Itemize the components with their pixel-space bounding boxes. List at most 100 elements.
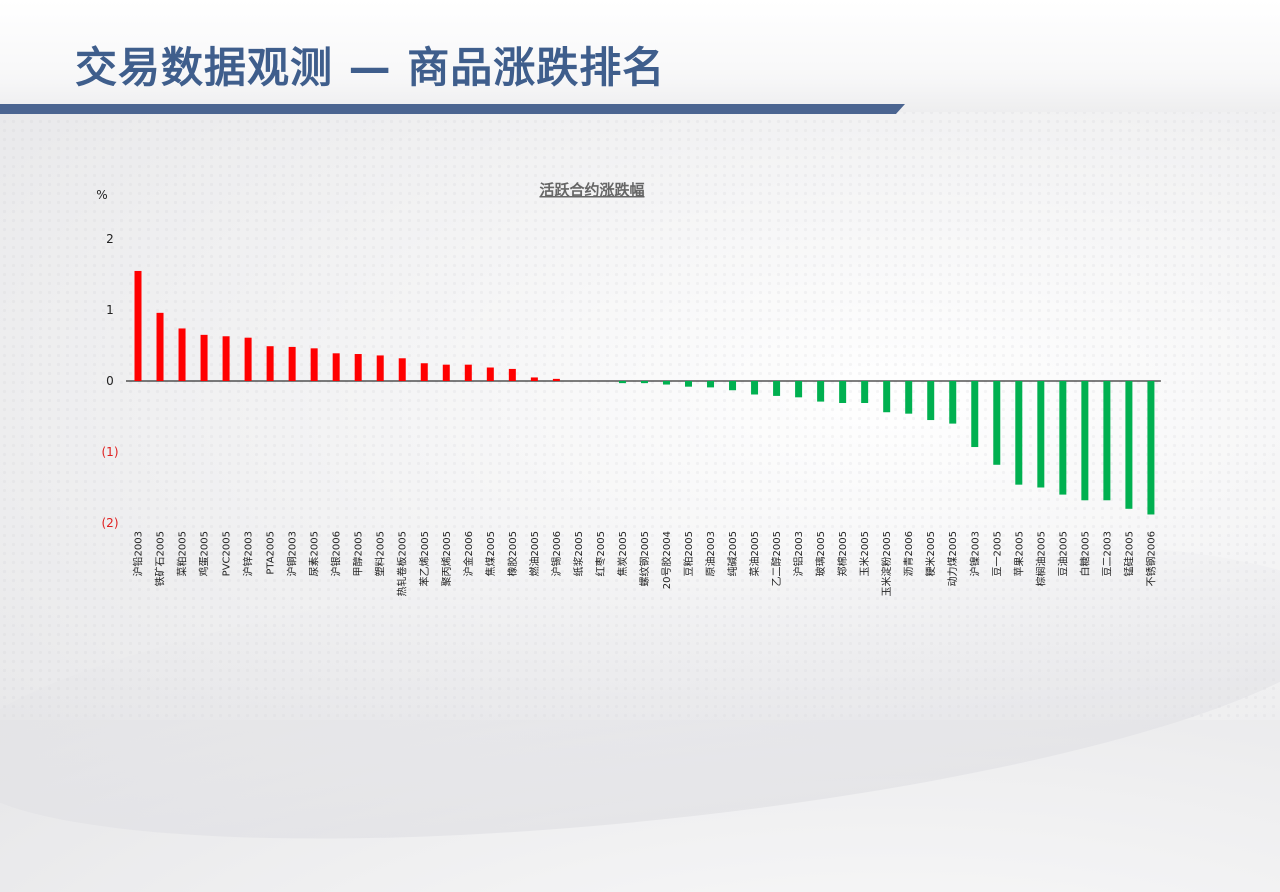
bar: [1147, 381, 1155, 515]
x-tick-label: 沥青2006: [902, 531, 915, 576]
bar: [751, 381, 759, 395]
bar: [729, 381, 737, 391]
x-tick-label: 沪锡2006: [550, 531, 563, 576]
x-tick-label: 棕榈油2005: [1034, 531, 1047, 586]
bar: [222, 336, 230, 381]
x-tick-label: 聚丙烯2005: [440, 531, 453, 586]
x-tick-label: 苹果2005: [1012, 531, 1025, 576]
x-tick-label: 沪铜2003: [286, 531, 299, 576]
bar: [949, 381, 957, 424]
x-tick-label: 20号胶2004: [660, 531, 673, 589]
bar: [178, 328, 186, 381]
x-tick-label: 锰硅2005: [1122, 531, 1135, 576]
bar: [156, 312, 164, 381]
bar: [134, 270, 142, 381]
bar: [640, 381, 648, 384]
x-tick-label: 橡胶2005: [506, 531, 519, 576]
y-tick-label: (2): [102, 516, 119, 530]
x-tick-label: 沪锌2003: [242, 531, 255, 576]
x-tick-label: 乙二醇2005: [770, 531, 783, 586]
x-tick-label: 白糖2005: [1078, 531, 1091, 576]
bar: [1125, 381, 1133, 509]
bar: [288, 346, 296, 381]
x-tick-label: 塑料2005: [374, 531, 387, 576]
bar: [993, 381, 1001, 465]
header-band: [0, 0, 1280, 112]
x-tick-label: 动力煤2005: [946, 531, 959, 586]
x-tick-label: 沪银2006: [330, 531, 343, 576]
bar: [552, 378, 560, 381]
x-tick-label: 纯碱2005: [726, 531, 739, 576]
bar: [662, 381, 670, 385]
bar: [464, 364, 472, 381]
x-tick-label: 菜粕2005: [176, 531, 189, 576]
x-tick-label: 沪铅2003: [132, 531, 145, 576]
x-tick-label: 粳米2005: [924, 531, 937, 576]
y-axis-unit-label: %: [96, 188, 107, 202]
x-tick-label: 玉米淀粉2005: [880, 531, 893, 596]
bar: [1059, 381, 1067, 495]
bar: [905, 381, 913, 414]
x-tick-label: 玻璃2005: [814, 531, 827, 576]
x-tick-label: 红枣2005: [594, 531, 607, 576]
x-tick-label: 沪镍2003: [968, 531, 981, 576]
x-tick-label: 铁矿石2005: [154, 531, 167, 586]
bar: [1015, 381, 1023, 485]
x-tick-label: 玉米2005: [858, 531, 871, 576]
x-tick-label: PTA2005: [266, 531, 277, 575]
x-tick-label: 沪金2006: [462, 531, 475, 576]
x-tick-label: 豆油2005: [1056, 531, 1069, 576]
bar: [618, 381, 626, 384]
x-tick-label: 焦煤2005: [484, 531, 497, 576]
y-tick-label: 0: [106, 374, 114, 388]
bar: [1037, 381, 1045, 488]
bar: [398, 358, 406, 381]
bar: [310, 348, 318, 381]
slide-title: 交易数据观测 — 商品涨跌排名: [75, 43, 666, 92]
y-tick-label: 2: [106, 232, 114, 246]
bar: [376, 355, 384, 381]
bar: [839, 381, 847, 404]
bar: [685, 381, 692, 387]
x-tick-label: 热轧卷板2005: [396, 531, 409, 596]
x-tick-label: 焦炭2005: [616, 531, 629, 576]
bar: [486, 367, 494, 381]
bar: [795, 381, 803, 398]
y-tick-label: 1: [106, 303, 114, 317]
bar: [817, 381, 825, 402]
x-tick-label: 豆一2005: [991, 531, 1003, 576]
bar: [442, 364, 450, 381]
bar: [861, 381, 869, 404]
bar: [244, 337, 252, 381]
bar: [971, 381, 979, 448]
x-tick-label: 沪铝2003: [792, 531, 805, 576]
x-tick-label: 郑棉2005: [836, 531, 849, 576]
x-tick-label: 鸡蛋2005: [198, 531, 211, 576]
title-underline-bar: [0, 104, 905, 114]
x-tick-label: 纸浆2005: [572, 531, 585, 576]
bar: [927, 381, 935, 421]
bar-chart: 活跃合约涨跌幅% 2 1 0 (1) (2) 沪铅2003 铁矿石2005 菜粕2005 鸡蛋20…: [96, 181, 1161, 596]
x-tick-label: 原油2003: [704, 531, 717, 576]
bar: [1103, 381, 1111, 501]
bar: [707, 381, 715, 388]
bar: [420, 363, 428, 381]
x-tick-label: 苯乙烯2005: [418, 531, 431, 586]
bar: [883, 381, 891, 413]
bar: [508, 368, 516, 381]
bar: [354, 354, 362, 381]
x-tick-label: 豆粕2005: [682, 531, 695, 576]
bar: [530, 377, 538, 381]
x-tick-label: 菜油2005: [748, 531, 761, 576]
x-tick-label: 豆二2003: [1101, 531, 1113, 576]
bar: [266, 346, 274, 381]
x-tick-label: 甲醇2005: [352, 531, 365, 576]
x-tick-label: 螺纹钢2005: [638, 531, 651, 586]
bar: [1081, 381, 1089, 501]
x-tick-label: PVC2005: [222, 531, 233, 576]
bar: [332, 353, 340, 381]
x-tick-label: 不锈钢2006: [1144, 531, 1157, 586]
y-tick-label: (1): [102, 445, 119, 459]
bar: [200, 334, 208, 381]
chart-title: 活跃合约涨跌幅: [539, 181, 644, 199]
